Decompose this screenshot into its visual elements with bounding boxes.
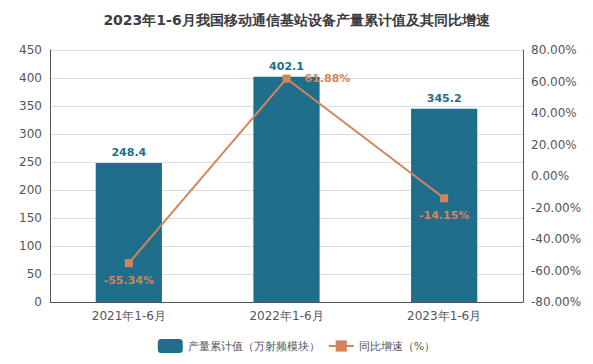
svg-text:300: 300 xyxy=(19,127,42,141)
svg-text:-80.00%: -80.00% xyxy=(531,295,581,309)
svg-text:350: 350 xyxy=(19,99,42,113)
svg-text:产量累计值（万射频模块）: 产量累计值（万射频模块） xyxy=(188,340,320,353)
svg-text:2023年1-6月我国移动通信基站设备产量累计值及其同比增速: 2023年1-6月我国移动通信基站设备产量累计值及其同比增速 xyxy=(103,12,490,28)
svg-text:80.00%: 80.00% xyxy=(531,43,577,57)
svg-text:200: 200 xyxy=(19,183,42,197)
svg-text:400: 400 xyxy=(19,71,42,85)
svg-text:402.1: 402.1 xyxy=(269,60,304,73)
svg-text:60.00%: 60.00% xyxy=(531,75,577,89)
svg-text:2021年1-6月: 2021年1-6月 xyxy=(92,309,166,323)
svg-text:250: 250 xyxy=(19,155,42,169)
svg-text:同比增速（%）: 同比增速（%） xyxy=(359,340,435,353)
svg-text:248.4: 248.4 xyxy=(111,146,146,159)
svg-text:-55.34%: -55.34% xyxy=(104,274,154,287)
svg-text:61.88%: 61.88% xyxy=(305,72,351,85)
svg-text:20.00%: 20.00% xyxy=(531,138,577,152)
svg-text:40.00%: 40.00% xyxy=(531,106,577,120)
svg-text:2023年1-6月: 2023年1-6月 xyxy=(407,309,481,323)
svg-text:0.00%: 0.00% xyxy=(531,169,569,183)
svg-text:50: 50 xyxy=(27,267,42,281)
svg-text:345.2: 345.2 xyxy=(427,92,462,105)
svg-text:-40.00%: -40.00% xyxy=(531,232,581,246)
svg-text:100: 100 xyxy=(19,239,42,253)
svg-text:-20.00%: -20.00% xyxy=(531,201,581,215)
svg-text:-60.00%: -60.00% xyxy=(531,264,581,278)
svg-text:450: 450 xyxy=(19,43,42,57)
svg-text:0: 0 xyxy=(34,295,42,309)
svg-text:-14.15%: -14.15% xyxy=(419,209,469,222)
svg-text:2022年1-6月: 2022年1-6月 xyxy=(249,309,323,323)
svg-text:150: 150 xyxy=(19,211,42,225)
